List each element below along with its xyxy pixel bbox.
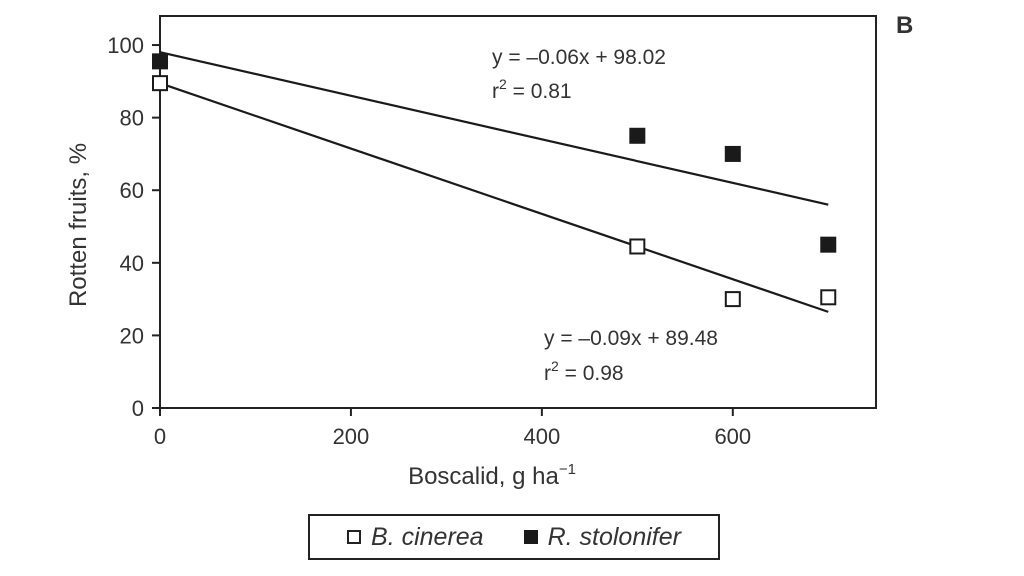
plot-frame [159, 15, 877, 409]
x-tick-label: 600 [714, 424, 751, 449]
data-point-r-stolonifer [820, 236, 837, 253]
equation-b-cinerea: y = –0.09x + 89.48 [544, 327, 718, 350]
fit-line-b-cinerea [159, 82, 829, 313]
axes: 0 20 40 60 80 100 0 200 400 600 [107, 33, 751, 449]
data-point-b-cinerea [629, 238, 646, 255]
legend: B. cinerea R. stolonifer [308, 514, 720, 560]
legend-entry-b-cinerea: B. cinerea [347, 523, 484, 552]
data-points [152, 53, 837, 308]
data-point-r-stolonifer [629, 127, 646, 144]
x-tick-label: 400 [524, 424, 561, 449]
data-point-r-stolonifer [152, 53, 168, 70]
y-tick-label: 20 [120, 323, 144, 348]
r2-b-cinerea: r2 = 0.98 [544, 358, 624, 385]
panel-label: B [896, 12, 913, 39]
y-tick-label: 80 [120, 106, 144, 131]
equation-r-stolonifer: y = –0.06x + 98.02 [492, 46, 666, 69]
y-tick-label: 0 [132, 396, 144, 421]
data-point-b-cinerea [820, 289, 837, 306]
x-tick-label: 0 [154, 424, 166, 449]
legend-label-r-stolonifer: R. stolonifer [547, 522, 681, 551]
fit-lines [159, 51, 829, 313]
y-tick-label: 60 [120, 178, 144, 203]
data-point-b-cinerea [152, 75, 168, 92]
open-square-icon [347, 530, 362, 544]
data-point-r-stolonifer [724, 145, 741, 162]
y-tick-label: 40 [120, 251, 144, 276]
y-axis-title: Rotten fruits, % [65, 143, 92, 307]
x-axis-title: Boscalid, g ha−1 [408, 461, 576, 490]
y-tick-label: 100 [107, 33, 144, 58]
r2-r-stolonifer: r2 = 0.81 [492, 76, 572, 103]
x-tick-label: 200 [333, 424, 370, 449]
scatter-chart: 0 20 40 60 80 100 0 200 400 600 B Boscalid, g ha−… [65, 12, 913, 490]
legend-label-b-cinerea: B. cinerea [371, 522, 484, 551]
legend-entry-r-stolonifer: R. stolonifer [523, 522, 681, 552]
fit-line-r-stolonifer [159, 51, 829, 206]
filled-square-icon [523, 530, 538, 544]
data-point-b-cinerea [724, 291, 741, 308]
